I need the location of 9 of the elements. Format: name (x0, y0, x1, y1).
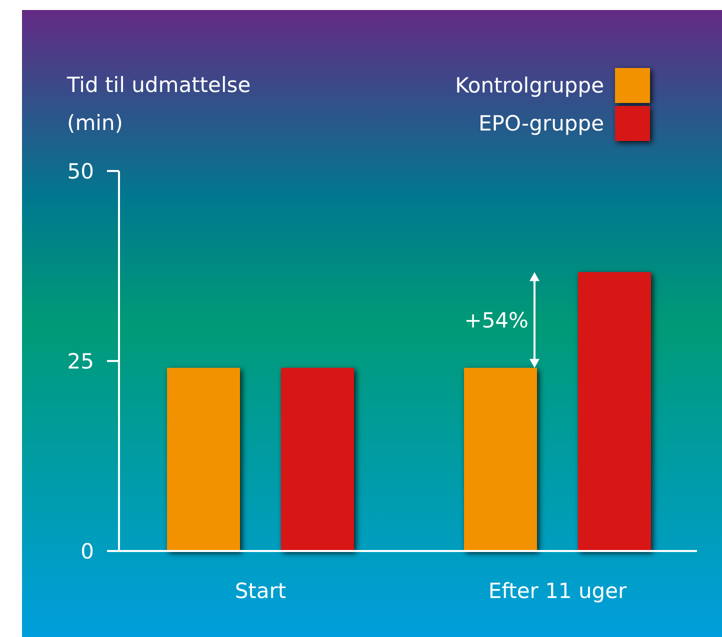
y-axis-title: Tid til udmattelse (min) (66, 73, 251, 135)
legend-label: EPO-gruppe (478, 111, 604, 136)
y-tick-label: 50 (67, 159, 94, 184)
legend-label: Kontrolgruppe (455, 73, 604, 98)
x-tick-label: Start (234, 579, 286, 603)
y-tick-label: 25 (67, 349, 94, 374)
x-tick-label: Efter 11 uger (488, 579, 628, 603)
y-tick-label: 0 (80, 539, 94, 564)
annotation: +54% (464, 308, 528, 332)
